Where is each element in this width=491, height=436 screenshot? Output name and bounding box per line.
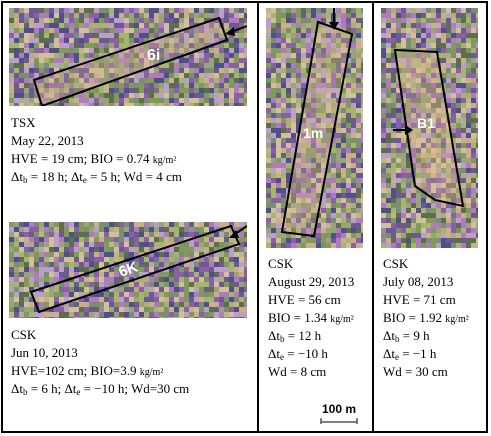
wd-line: Wd = 8 cm [268,364,327,379]
acquisition-date: August 29, 2013 [268,274,355,289]
caption-csk-jul: CSK July 08, 2013 HVE = 71 cm BIO = 1.92… [383,255,469,381]
sensor-name: TSX [11,115,36,130]
bio-line: BIO = 1.92 kg/m² [383,310,469,325]
sensor-name: CSK [383,256,409,271]
dtb-line: Δtb = 12 h [268,328,322,344]
arrow-head-icon [405,125,413,135]
hve-bio-line: HVE = 19 cm; BIO = 0.74 kg/m² [11,151,177,166]
hve-line: HVE = 71 cm [383,292,456,307]
field-polygon [280,20,354,238]
dte-line: Δte = −10 h [268,346,328,362]
scale-bar-label: 100 m [321,402,357,416]
acquisition-date: May 22, 2013 [11,133,84,148]
image-csk-aug: 1m [266,8,363,248]
divider-left [257,1,259,433]
field-label: 6K [117,258,141,281]
hve-bio-line: HVE=102 cm; BIO=3.9 kg/m² [11,363,164,378]
hve-line: HVE = 56 cm [268,292,341,307]
field-polygon [29,224,241,314]
arrow-head-icon [225,27,235,36]
divider-right [372,1,374,433]
acquisition-date: July 08, 2013 [383,274,454,289]
caption-csk-aug: CSK August 29, 2013 HVE = 56 cm BIO = 1.… [268,255,354,381]
wd-line: Wd = 30 cm [383,364,448,379]
image-tsx: 6i [9,8,247,106]
scale-bar: 100 m [317,402,361,426]
dtb-line: Δtb = 9 h [383,328,430,344]
field-polygon [393,48,465,208]
arrow-head-icon [329,22,339,30]
acquisition-date: Jun 10, 2013 [11,345,78,360]
image-csk-jul: B1 [381,8,478,248]
field-label: 1m [303,125,323,141]
field-label: B1 [417,115,435,131]
field-polygon [32,16,229,106]
dte-line: Δte = −1 h [383,346,437,362]
arrow-head-icon [229,230,239,238]
sensor-name: CSK [11,327,37,342]
bio-line: BIO = 1.34 kg/m² [268,310,354,325]
field-label: 6i [147,47,160,64]
time-line: Δtb = 6 h; Δte = −10 h; Wd=30 cm [11,381,190,397]
caption-tsx: TSX May 22, 2013 HVE = 19 cm; BIO = 0.74… [11,114,182,186]
image-csk-jun: 6K [9,222,247,318]
caption-csk-jun: CSK Jun 10, 2013 HVE=102 cm; BIO=3.9 kg/… [11,326,189,398]
sensor-name: CSK [268,256,294,271]
time-line: Δtb = 18 h; Δte = 5 h; Wd = 4 cm [11,169,182,185]
